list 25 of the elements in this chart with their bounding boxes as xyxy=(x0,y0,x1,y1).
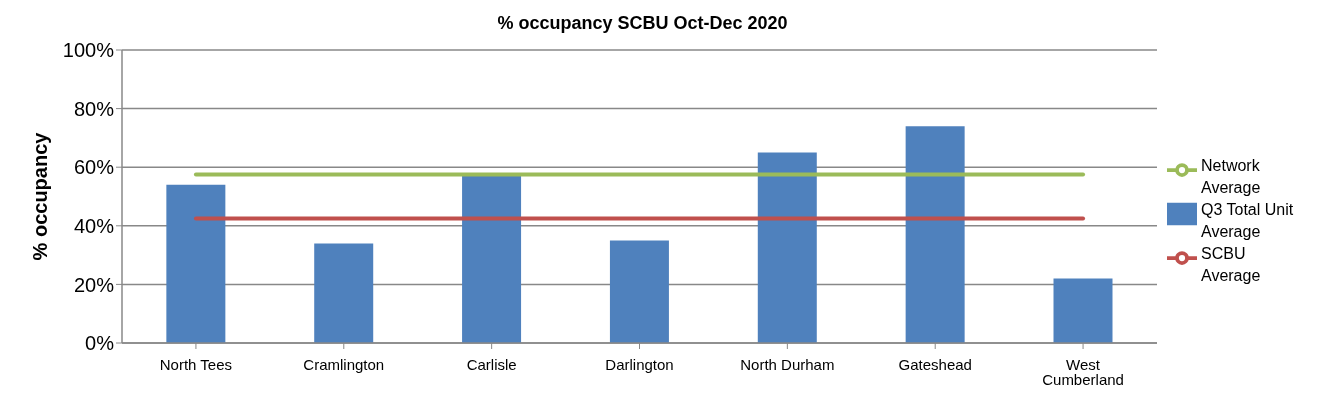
y-tick-label: 60% xyxy=(73,156,115,179)
x-tick-label: Gateshead xyxy=(898,355,972,373)
x-tick-label: Cramlington xyxy=(303,355,385,373)
bar xyxy=(609,240,669,343)
bar xyxy=(905,126,965,343)
y-axis-title: % occupancy xyxy=(29,131,52,261)
bar xyxy=(314,243,374,343)
x-tick-label: Carlisle xyxy=(466,355,517,373)
bar xyxy=(166,184,226,343)
y-tick-label: 40% xyxy=(73,214,115,237)
x-tick-label: North Tees xyxy=(159,355,233,373)
y-tick-label: 0% xyxy=(85,332,115,355)
legend-label: Network Average xyxy=(1201,155,1262,198)
y-tick-label: 20% xyxy=(73,273,115,296)
bar xyxy=(462,175,522,343)
x-tick-label: West Cumberland xyxy=(1042,355,1124,388)
y-tick-label: 80% xyxy=(73,97,115,120)
x-tick-label: Darlington xyxy=(605,355,674,373)
legend-label: Q3 Total Unit Average xyxy=(1201,199,1295,242)
x-tick-label: North Durham xyxy=(740,355,835,373)
bar xyxy=(757,152,817,343)
bar xyxy=(1053,278,1113,343)
chart-title: % occupancy SCBU Oct-Dec 2020 xyxy=(496,12,789,35)
legend-label: SCBU Average xyxy=(1201,243,1262,286)
y-tick-label: 100% xyxy=(62,39,115,62)
